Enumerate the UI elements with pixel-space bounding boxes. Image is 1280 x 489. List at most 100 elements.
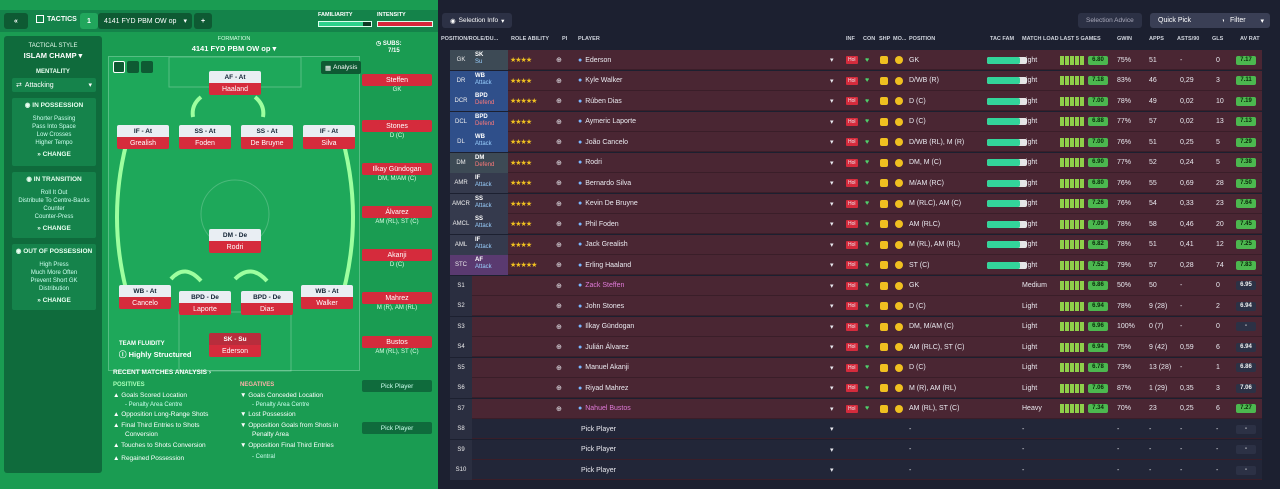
sub-slot-9[interactable]: Pick Player <box>362 422 432 434</box>
formation-name-select[interactable]: 4141 FYD PBM OW op ▾ <box>108 44 360 53</box>
pi-icon[interactable]: ⊕ <box>556 159 562 167</box>
pitch-player-laporte[interactable]: BPD - De Laporte <box>179 291 231 317</box>
table-row[interactable]: S2 ⊕ ● John Stones ▾ Hol ♥ D (C) Light 6.94 78% 9 (… <box>450 296 1262 316</box>
sub-slot-7[interactable]: Bustos AM (RL), ST (C) <box>362 336 432 357</box>
row-player-name[interactable]: Pick Player <box>578 460 616 480</box>
chevron-down-icon[interactable]: ▾ <box>830 405 834 413</box>
table-row[interactable]: AMCL SS Attack ★★★★ ⊕ ● Phil Foden ▾ Hol ♥ AM (RLC… <box>450 214 1262 234</box>
pi-icon[interactable]: ⊕ <box>556 385 562 392</box>
row-role[interactable]: SS Attack <box>472 193 508 214</box>
row-role[interactable]: BPD Defend <box>472 111 508 132</box>
chevron-down-icon[interactable]: ▾ <box>830 200 834 208</box>
row-player-name[interactable]: ● Zack Steffen <box>578 276 624 296</box>
sub-slot-4[interactable]: Álvarez AM (RL), ST (C) <box>362 206 432 227</box>
chevron-down-icon[interactable]: ▾ <box>830 303 834 310</box>
header-pi[interactable]: PI <box>562 36 568 42</box>
row-role[interactable]: SS Attack <box>472 214 508 234</box>
chevron-down-icon[interactable]: ▾ <box>830 180 834 187</box>
header-position[interactable]: POSITION/ROLE/DU... <box>441 36 499 42</box>
pi-icon[interactable]: ⊕ <box>556 98 562 105</box>
row-role[interactable]: BPD Defend <box>472 91 508 111</box>
row-role[interactable]: SK Su <box>472 50 508 70</box>
chevron-down-icon[interactable]: ▾ <box>830 323 834 331</box>
header-morale[interactable]: MO... <box>893 36 907 42</box>
selection-info-select[interactable]: ◉ Selection Info ▾ <box>442 13 513 28</box>
chevron-down-icon[interactable]: ▾ <box>830 118 834 126</box>
header-gwin[interactable]: GWIN <box>1117 36 1132 42</box>
row-player-name[interactable]: ● Rúben Dias <box>578 91 622 111</box>
pitch-player-walker[interactable]: WB - At Walker <box>301 285 353 311</box>
table-row[interactable]: DCR BPD Defend ★★★★★ ⊕ ● Rúben Dias ▾ Hol ♥ D (C) L… <box>450 91 1262 111</box>
row-player-name[interactable]: ● Bernardo Silva <box>578 173 631 193</box>
pitch-player-de-bruyne[interactable]: SS - At De Bruyne <box>241 125 293 151</box>
row-role[interactable]: AF Attack <box>472 255 508 275</box>
row-player-name[interactable]: ● Ilkay Gündogan <box>578 317 634 337</box>
row-player-name[interactable]: ● Julián Álvarez <box>578 337 629 357</box>
row-player-name[interactable]: Pick Player <box>578 440 616 460</box>
row-player-name[interactable]: ● Jack Grealish <box>578 235 628 255</box>
pi-icon[interactable]: ⊕ <box>556 118 562 126</box>
pi-icon[interactable]: ⊕ <box>556 282 562 290</box>
out-possession-change-button[interactable]: » CHANGE <box>37 297 71 304</box>
chevron-down-icon[interactable]: ▾ <box>830 446 834 454</box>
row-role[interactable]: DM Defend <box>472 152 508 173</box>
table-row[interactable]: S4 ⊕ ● Julián Álvarez ▾ Hol ♥ AM (RLC), ST (C) L… <box>450 337 1262 357</box>
chevron-down-icon[interactable]: ▾ <box>830 221 834 228</box>
chevron-down-icon[interactable]: ▾ <box>830 426 834 433</box>
table-row[interactable]: STC AF Attack ★★★★★ ⊕ ● Erling Haaland ▾ Hol ♥ ST … <box>450 255 1262 275</box>
header-role-ability[interactable]: ROLE ABILITY <box>511 36 549 42</box>
chevron-down-icon[interactable]: ▾ <box>830 57 834 64</box>
chevron-down-icon[interactable]: ▾ <box>830 385 834 392</box>
in-possession-change-button[interactable]: » CHANGE <box>37 151 71 158</box>
header-inf[interactable]: INF <box>846 36 855 42</box>
tactical-style-select[interactable]: ISLAM CHAMP ▾ <box>4 51 102 60</box>
pi-icon[interactable]: ⊕ <box>556 200 562 208</box>
selection-advice-button[interactable]: Selection Advice <box>1078 13 1142 28</box>
table-row[interactable]: DM DM Defend ★★★★ ⊕ ● Rodri ▾ Hol ♥ DM, M (C) Light… <box>450 152 1262 173</box>
row-role[interactable]: WB Attack <box>472 132 508 152</box>
pitch-player-ederson[interactable]: SK - Su Ederson <box>209 333 261 359</box>
table-row[interactable]: DR WB Attack ★★★★ ⊕ ● Kyle Walker ▾ Hol ♥ D/WB (R)… <box>450 70 1262 91</box>
sub-slot-2[interactable]: Stones D (C) <box>362 120 432 141</box>
header-apps[interactable]: APPS <box>1149 36 1164 42</box>
pitch-player-dias[interactable]: BPD - De Dias <box>241 291 293 317</box>
table-row[interactable]: AMR IF Attack ★★★★ ⊕ ● Bernardo Silva ▾ Hol ♥ M/AM… <box>450 173 1262 193</box>
header-match-load[interactable]: MATCH LOAD <box>1022 36 1059 42</box>
pi-icon[interactable]: ⊕ <box>556 262 562 269</box>
row-role[interactable]: IF Attack <box>472 234 508 255</box>
pitch-player-rodri[interactable]: DM - De Rodri <box>209 229 261 255</box>
filter-button[interactable]: Filter ▾ <box>1224 13 1270 28</box>
table-row[interactable]: S10 Pick Player ▾ - - - - - - - <box>450 460 1262 480</box>
pi-icon[interactable]: ⊕ <box>556 323 562 331</box>
table-row[interactable]: AMCR SS Attack ★★★★ ⊕ ● Kevin De Bruyne ▾ Hol ♥ M … <box>450 193 1262 214</box>
header-tac-fam[interactable]: TAC FAM <box>990 36 1015 42</box>
pi-icon[interactable]: ⊕ <box>556 139 562 146</box>
sub-slot-5[interactable]: Akanji D (C) <box>362 249 432 270</box>
chevron-down-icon[interactable]: ▾ <box>830 159 834 167</box>
pi-icon[interactable]: ⊕ <box>556 303 562 310</box>
analysis-button[interactable]: ▦ Analysis <box>321 61 362 74</box>
chevron-down-icon[interactable]: ▾ <box>830 282 834 290</box>
table-row[interactable]: S8 Pick Player ▾ - - - - - - - <box>450 419 1262 439</box>
table-row[interactable]: S3 ⊕ ● Ilkay Gündogan ▾ Hol ♥ DM, M/AM (C) Light… <box>450 316 1262 337</box>
pi-icon[interactable]: ⊕ <box>556 364 562 372</box>
table-row[interactable]: S1 ⊕ ● Zack Steffen ▾ Hol ♥ GK Medium 6.86 50% 50 - 0… <box>450 275 1262 296</box>
pitch-player-silva[interactable]: IF - At Silva <box>303 125 355 151</box>
quick-pick-button[interactable]: Quick Pick▾ <box>1150 13 1234 28</box>
chevron-down-icon[interactable]: ▾ <box>830 467 834 474</box>
row-role[interactable]: IF Attack <box>472 173 508 193</box>
table-row[interactable]: S7 ⊕ ● Nahuel Bustos ▾ Hol ♥ AM (RL), ST (C) Hea… <box>450 398 1262 419</box>
row-player-name[interactable]: ● João Cancelo <box>578 132 628 152</box>
row-player-name[interactable]: ● Nahuel Bustos <box>578 399 631 419</box>
view-toggle-1[interactable] <box>113 61 125 73</box>
row-role[interactable]: WB Attack <box>472 70 508 91</box>
view-toggle-3[interactable] <box>141 61 153 73</box>
pi-icon[interactable]: ⊕ <box>556 180 562 187</box>
pitch-player-haaland[interactable]: AF - At Haaland <box>209 71 261 97</box>
chevron-down-icon[interactable]: ▾ <box>830 139 834 146</box>
chevron-down-icon[interactable]: ▾ <box>830 98 834 105</box>
table-row[interactable]: GK SK Su ★★★★ ⊕ ● Ederson ▾ Hol ♥ GK Light 6.80 75% 51… <box>450 50 1262 70</box>
row-player-name[interactable]: ● John Stones <box>578 296 624 316</box>
pi-icon[interactable]: ⊕ <box>556 77 562 85</box>
row-player-name[interactable]: ● Phil Foden <box>578 214 619 234</box>
